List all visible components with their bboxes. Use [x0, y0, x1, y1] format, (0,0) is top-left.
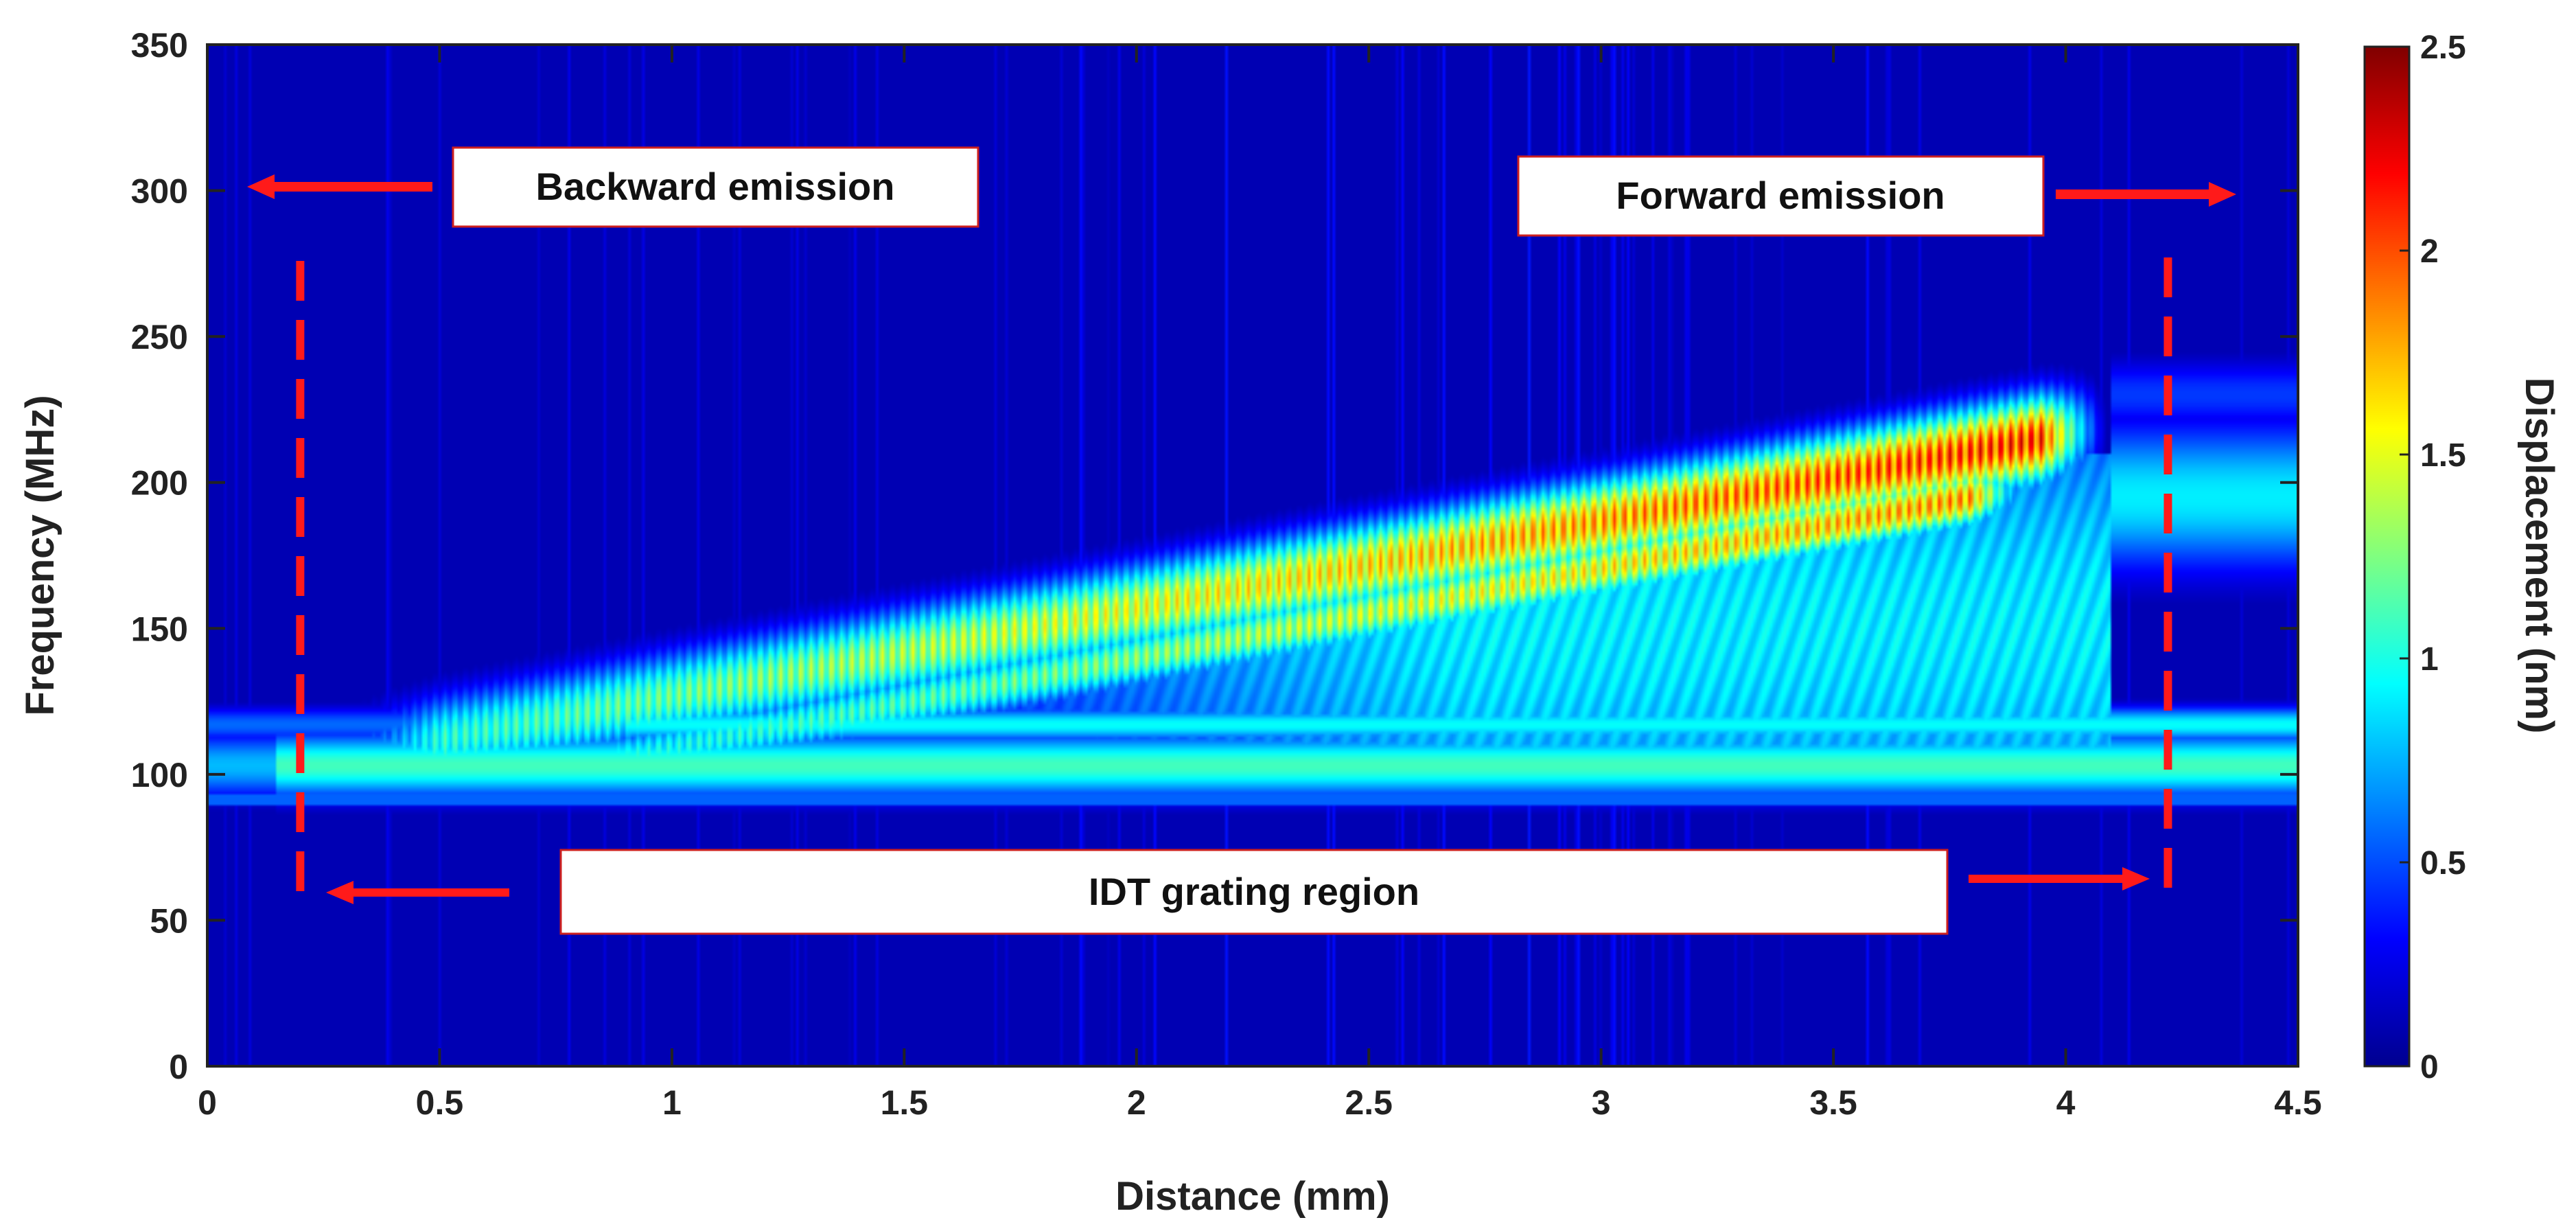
colorbar-label: Displacement (nm)	[2517, 378, 2562, 734]
forward-emission-annotation: Forward emission	[1517, 155, 2236, 237]
forward-emission-label: Forward emission	[1616, 174, 1945, 217]
colorbar-tick-label: 2.5	[2420, 30, 2466, 66]
y-axis: 0 50 100 150 200 250 300 350	[131, 26, 2298, 1086]
x-tick-label: 2	[1127, 1083, 1146, 1122]
x-tick-label: 1	[662, 1083, 682, 1122]
x-axis: 0 0.5 1 1.5 2 2.5 3 3.5 4 4.5	[198, 45, 2322, 1122]
x-tick-label: 0	[198, 1083, 217, 1122]
colorbar: 0 0.5 1 1.5 2 2.5 Displacement (nm)	[2363, 30, 2562, 1085]
idt-region-annotation: IDT grating region	[326, 849, 2150, 935]
forward-emission-box	[1517, 155, 2045, 237]
y-tick-label: 100	[131, 756, 188, 794]
x-axis-label: Distance (mm)	[1115, 1174, 1390, 1219]
y-tick-label: 300	[131, 172, 188, 211]
colorbar-tick-label: 0.5	[2420, 845, 2466, 882]
y-tick-label: 350	[131, 26, 188, 65]
x-tick-label: 3.5	[1809, 1083, 1857, 1122]
y-tick-label: 0	[169, 1048, 188, 1086]
plot-frame	[206, 43, 2299, 1068]
y-axis-label: Frequency (MHz)	[18, 395, 62, 715]
x-tick-label: 2.5	[1345, 1083, 1393, 1122]
backward-emission-box	[452, 146, 979, 228]
y-tick-label: 50	[150, 901, 188, 940]
x-tick-label: 1.5	[881, 1083, 929, 1122]
backward-emission-label: Backward emission	[536, 165, 895, 208]
idt-right-arrow-head	[2122, 867, 2150, 890]
x-tick-label: 4.5	[2274, 1083, 2322, 1122]
idt-region-box	[559, 849, 1949, 935]
colorbar-fill	[2365, 47, 2409, 1066]
colorbar-ticks: 0 0.5 1 1.5 2 2.5	[2400, 30, 2466, 1085]
forward-arrow-head	[2209, 182, 2236, 207]
colorbar-tick-label: 1	[2420, 641, 2439, 678]
colorbar-tick-label: 0	[2420, 1049, 2439, 1085]
backward-arrow-head	[247, 174, 275, 199]
x-tick-label: 4	[2056, 1083, 2076, 1122]
idt-region-label: IDT grating region	[1089, 870, 1419, 913]
idt-left-arrow-head	[326, 881, 353, 904]
annotations: Backward emission Forward emission IDT g…	[247, 146, 2236, 935]
y-tick-label: 200	[131, 464, 188, 503]
backward-emission-annotation: Backward emission	[247, 146, 979, 228]
y-tick-label: 250	[131, 318, 188, 356]
colorbar-frame	[2363, 45, 2411, 1068]
colorbar-tick-label: 2	[2420, 233, 2439, 270]
colorbar-tick-label: 1.5	[2420, 437, 2466, 474]
x-tick-label: 0.5	[416, 1083, 464, 1122]
y-tick-label: 150	[131, 610, 188, 648]
x-tick-label: 3	[1592, 1083, 1611, 1122]
